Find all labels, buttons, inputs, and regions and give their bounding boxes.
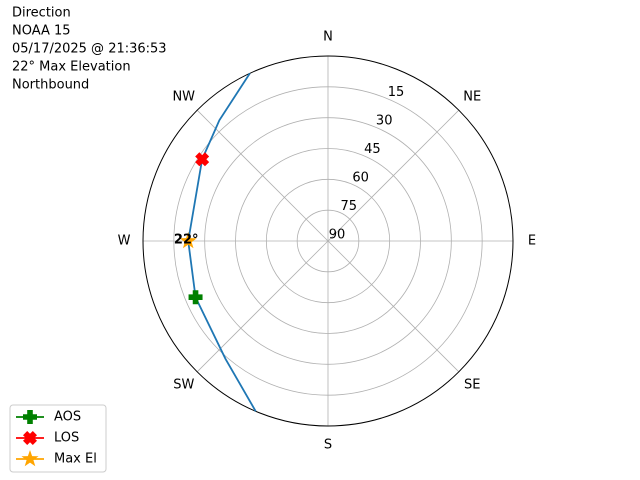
grid-spoke [327, 109, 460, 242]
r-tick-label: 15 [388, 85, 405, 100]
r-tick-label: 45 [364, 142, 381, 157]
angle-label: NE [463, 89, 481, 104]
angle-label: E [528, 234, 536, 249]
legend-label: AOS [54, 410, 81, 425]
polar-spine [142, 55, 514, 427]
title-line: 22° Max Elevation [12, 60, 131, 75]
angle-label: SW [173, 378, 194, 393]
marker [195, 152, 210, 167]
title-line: NOAA 15 [12, 24, 71, 39]
angle-label: NW [172, 89, 195, 104]
angle-label: W [118, 234, 131, 249]
legend: AOS LOS Max El [9, 404, 107, 473]
r-tick-label: 75 [341, 199, 358, 214]
marker [23, 431, 37, 445]
r-tick-label: 60 [352, 171, 369, 186]
grid-spoke [196, 240, 329, 373]
r-tick-label: 30 [376, 114, 393, 129]
legend-label: Max El [54, 452, 97, 467]
marker [21, 450, 39, 467]
legend-label: LOS [54, 431, 79, 446]
max-el-label: 22° [174, 233, 199, 248]
title-line: 05/17/2025 @ 21:36:53 [12, 42, 167, 57]
angle-label: N [323, 30, 333, 45]
title-line: Direction [12, 6, 71, 21]
angle-label: S [324, 438, 332, 453]
angle-label: SE [464, 378, 480, 393]
legend-box [9, 404, 107, 473]
marker [188, 290, 203, 305]
title-line: Northbound [12, 78, 89, 93]
marker [23, 410, 37, 424]
marker [179, 232, 197, 249]
r-tick-label: 90 [329, 228, 346, 243]
grid-spoke [327, 240, 460, 373]
grid-spoke [196, 109, 329, 242]
